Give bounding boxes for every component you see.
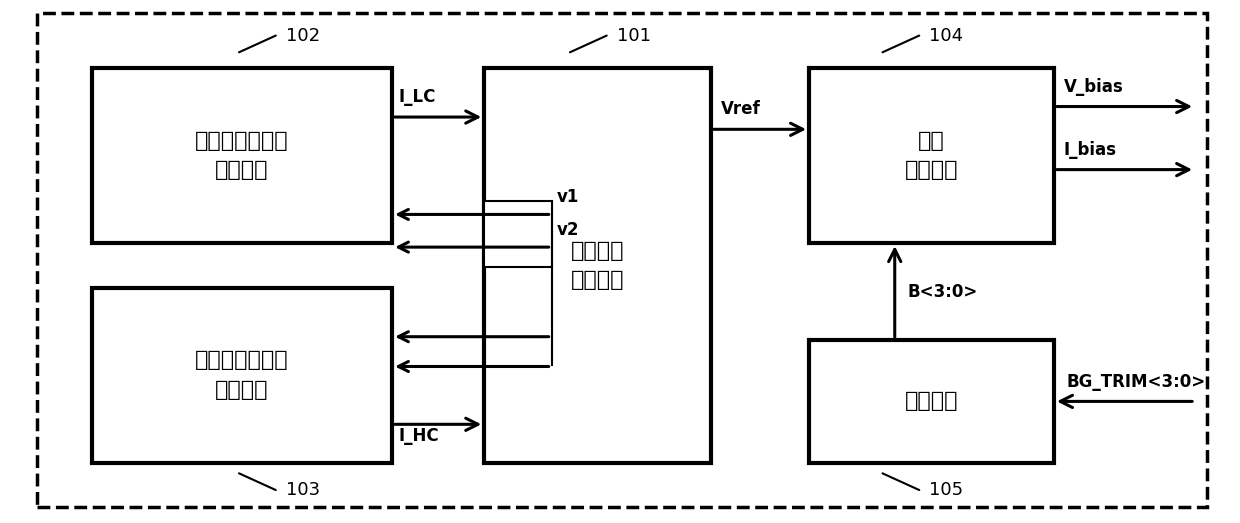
Text: 101: 101 (616, 27, 651, 44)
Text: 带隙电压
生成电路: 带隙电压 生成电路 (570, 241, 624, 290)
Text: 105: 105 (929, 481, 963, 499)
Text: 低温负温度系数
一阶补偿: 低温负温度系数 一阶补偿 (195, 131, 289, 180)
Text: Vref: Vref (720, 100, 760, 118)
Text: 修调逻辑: 修调逻辑 (905, 391, 959, 412)
Bar (484, 68, 711, 463)
Bar (92, 288, 392, 463)
Bar (808, 340, 1054, 463)
Text: I_LC: I_LC (398, 87, 435, 106)
Text: 稳压
修调电路: 稳压 修调电路 (905, 131, 959, 180)
Text: 104: 104 (929, 27, 963, 44)
Text: I_HC: I_HC (398, 427, 439, 445)
Bar (92, 68, 392, 243)
Text: V_bias: V_bias (1064, 78, 1123, 96)
Text: 103: 103 (285, 481, 320, 499)
Text: 102: 102 (285, 27, 320, 44)
Text: BG_TRIM<3:0>: BG_TRIM<3:0> (1066, 373, 1205, 391)
Text: B<3:0>: B<3:0> (906, 282, 977, 301)
Text: v1: v1 (557, 188, 579, 206)
Text: 高温正温度系数
高阶补偿: 高温正温度系数 高阶补偿 (195, 350, 289, 400)
Bar (484, 201, 552, 267)
Text: v2: v2 (557, 221, 579, 238)
Bar (808, 68, 1054, 243)
Text: I_bias: I_bias (1064, 141, 1117, 159)
